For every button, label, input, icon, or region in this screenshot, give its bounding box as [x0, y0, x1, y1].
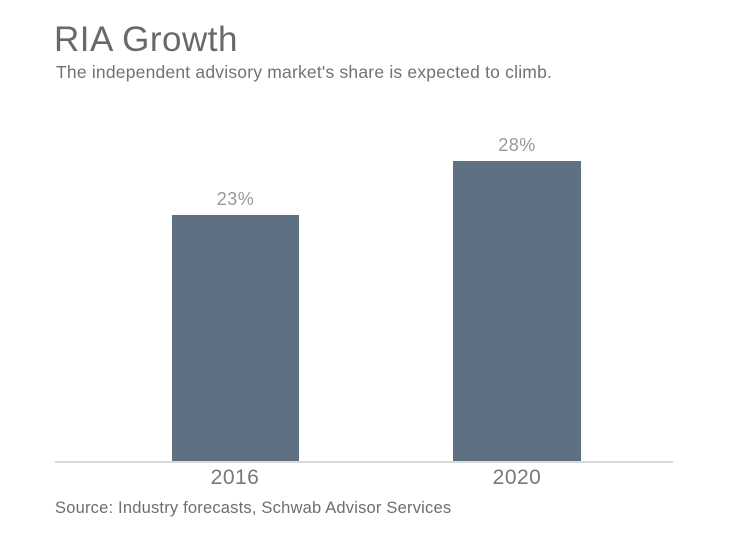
bar-group-2020: 28%	[453, 136, 581, 461]
x-axis-label-2020: 2020	[492, 466, 542, 489]
bar-value-label-2016: 23%	[216, 189, 255, 209]
chart-subtitle: The independent advisory market's share …	[56, 62, 553, 82]
source-note: Source: Industry forecasts, Schwab Advis…	[55, 499, 452, 517]
chart-title: RIA Growth	[54, 20, 238, 59]
bar-2016	[172, 215, 299, 461]
bar-group-2016: 23%	[172, 190, 299, 461]
x-axis-label-2016: 2016	[210, 466, 260, 489]
bar-value-label-2020: 28%	[498, 135, 536, 155]
bar-2020	[453, 161, 581, 461]
plot-area: 23% 28%	[55, 136, 673, 463]
